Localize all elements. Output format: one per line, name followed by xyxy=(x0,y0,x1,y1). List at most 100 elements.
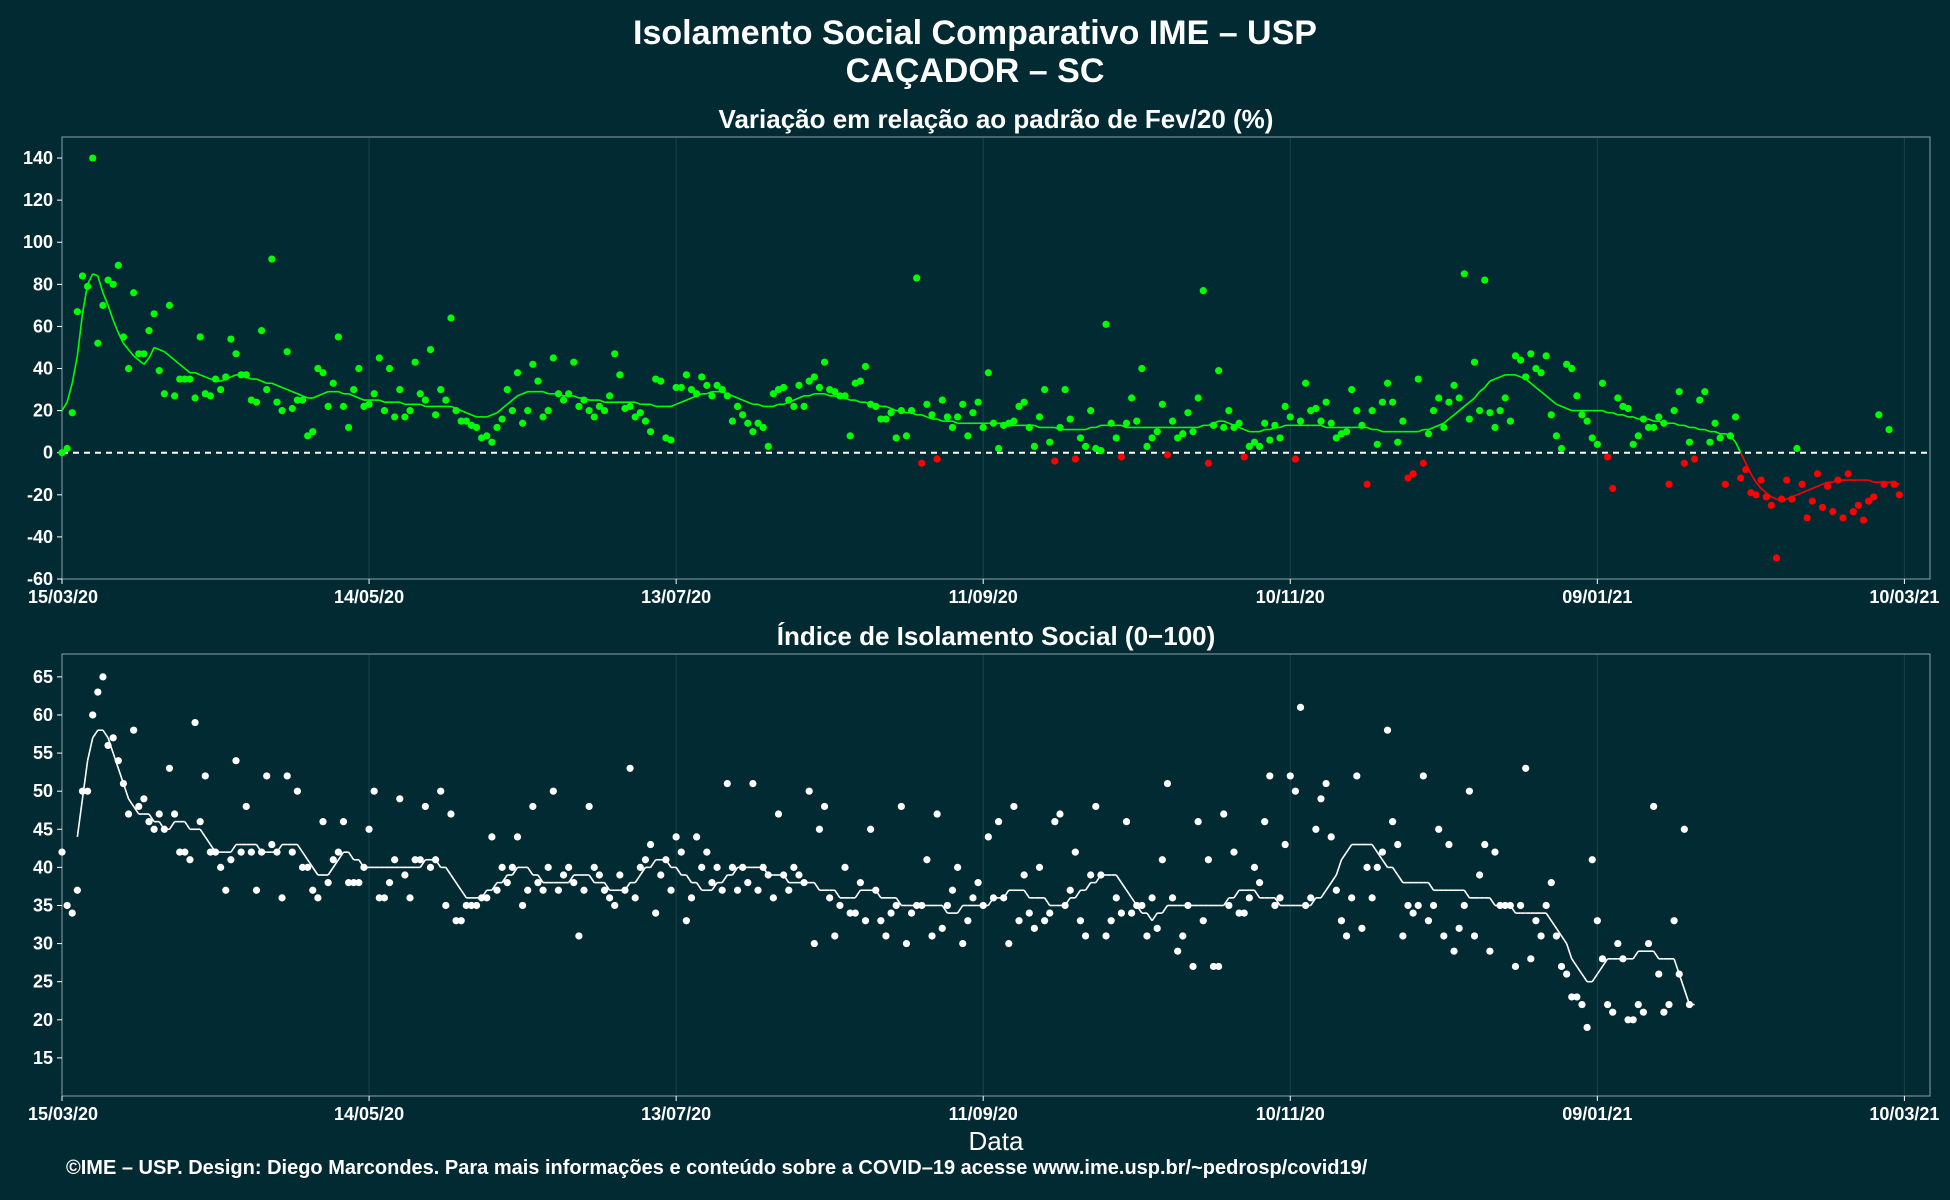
data-point xyxy=(1076,917,1085,925)
data-point xyxy=(1583,1023,1591,1032)
data-point xyxy=(488,833,496,841)
data-point xyxy=(606,392,614,400)
x-tick-label: 13/07/20 xyxy=(641,1104,711,1124)
data-point xyxy=(1501,394,1509,402)
data-point xyxy=(1250,863,1259,871)
moving-average-segment xyxy=(491,882,498,891)
data-point xyxy=(657,377,665,385)
data-point xyxy=(1655,970,1663,978)
data-point xyxy=(1598,955,1607,963)
moving-average-segment xyxy=(890,407,897,412)
data-point xyxy=(1383,379,1392,387)
data-point xyxy=(426,863,435,871)
data-point xyxy=(544,863,552,871)
data-point xyxy=(1511,352,1520,360)
data-point xyxy=(1624,1016,1632,1024)
moving-average-segment xyxy=(1612,411,1619,416)
data-point xyxy=(682,371,690,379)
data-point xyxy=(263,385,271,394)
data-point xyxy=(401,413,409,421)
data-point xyxy=(800,402,808,411)
data-point xyxy=(703,381,711,389)
data-point xyxy=(887,909,895,917)
data-point xyxy=(319,818,327,826)
data-point xyxy=(467,901,476,910)
data-point xyxy=(1117,909,1125,917)
data-point xyxy=(677,848,685,856)
data-point xyxy=(324,879,332,887)
moving-average-segment xyxy=(527,866,534,876)
data-point xyxy=(1798,480,1806,488)
moving-average-segment xyxy=(1330,874,1337,884)
data-point xyxy=(780,383,788,392)
data-point xyxy=(329,856,337,864)
moving-average-segment xyxy=(1806,487,1813,492)
data-point xyxy=(994,818,1003,826)
y-tick-label: 140 xyxy=(23,148,53,168)
data-point xyxy=(437,787,445,795)
data-point xyxy=(1721,480,1729,488)
moving-average-segment xyxy=(1391,866,1399,876)
data-point xyxy=(1291,455,1299,463)
data-point xyxy=(365,400,373,408)
moving-average-segment xyxy=(102,729,109,739)
data-point xyxy=(1522,764,1530,772)
data-point xyxy=(595,871,603,879)
data-point xyxy=(1092,802,1100,811)
data-point xyxy=(380,407,389,415)
data-point xyxy=(1409,909,1417,917)
data-point xyxy=(1245,442,1253,450)
data-point xyxy=(421,802,429,811)
moving-average-segment xyxy=(1340,851,1348,861)
data-point xyxy=(432,411,440,419)
data-point xyxy=(222,886,230,894)
data-point xyxy=(959,400,967,408)
y-tick-label: 40 xyxy=(33,359,53,379)
data-point xyxy=(728,417,737,425)
moving-average-segment xyxy=(256,378,262,382)
data-point xyxy=(1522,373,1530,381)
data-point xyxy=(1368,407,1376,415)
data-point xyxy=(1281,402,1289,411)
data-point xyxy=(1506,901,1514,910)
moving-average-segment xyxy=(921,414,928,418)
data-point xyxy=(1870,493,1878,501)
data-point xyxy=(979,901,987,910)
moving-average-segment xyxy=(179,363,186,370)
data-point xyxy=(1107,419,1115,427)
data-point xyxy=(227,856,235,864)
data-point xyxy=(611,350,619,358)
data-point xyxy=(1639,1008,1648,1016)
data-point xyxy=(1399,417,1407,425)
moving-average-segment xyxy=(460,889,467,899)
data-point xyxy=(1404,901,1412,910)
data-point xyxy=(222,373,230,381)
x-tick-label: 15/03/20 xyxy=(28,587,98,607)
data-point xyxy=(759,863,767,871)
data-point xyxy=(913,901,921,910)
data-point xyxy=(396,795,404,803)
data-point xyxy=(856,879,864,887)
data-point xyxy=(452,407,460,415)
moving-average-segment xyxy=(460,409,467,414)
data-point xyxy=(606,894,614,902)
data-point xyxy=(99,301,107,309)
moving-average-segment xyxy=(353,395,360,399)
data-point xyxy=(1209,962,1218,971)
moving-average-segment xyxy=(153,346,160,351)
data-point xyxy=(933,455,941,463)
moving-average-segment xyxy=(1566,407,1573,412)
data-point xyxy=(73,886,81,894)
data-point xyxy=(856,377,864,385)
y-tick-label: 45 xyxy=(33,819,53,839)
data-point xyxy=(1419,772,1427,780)
data-point xyxy=(1215,367,1223,375)
moving-average-segment xyxy=(695,882,703,891)
moving-average-segment xyxy=(1325,882,1332,891)
moving-average-segment xyxy=(1366,426,1373,431)
data-point xyxy=(304,863,312,871)
data-point xyxy=(831,388,839,396)
moving-average-segment xyxy=(337,851,345,861)
data-point xyxy=(513,369,522,377)
data-point xyxy=(698,373,706,381)
